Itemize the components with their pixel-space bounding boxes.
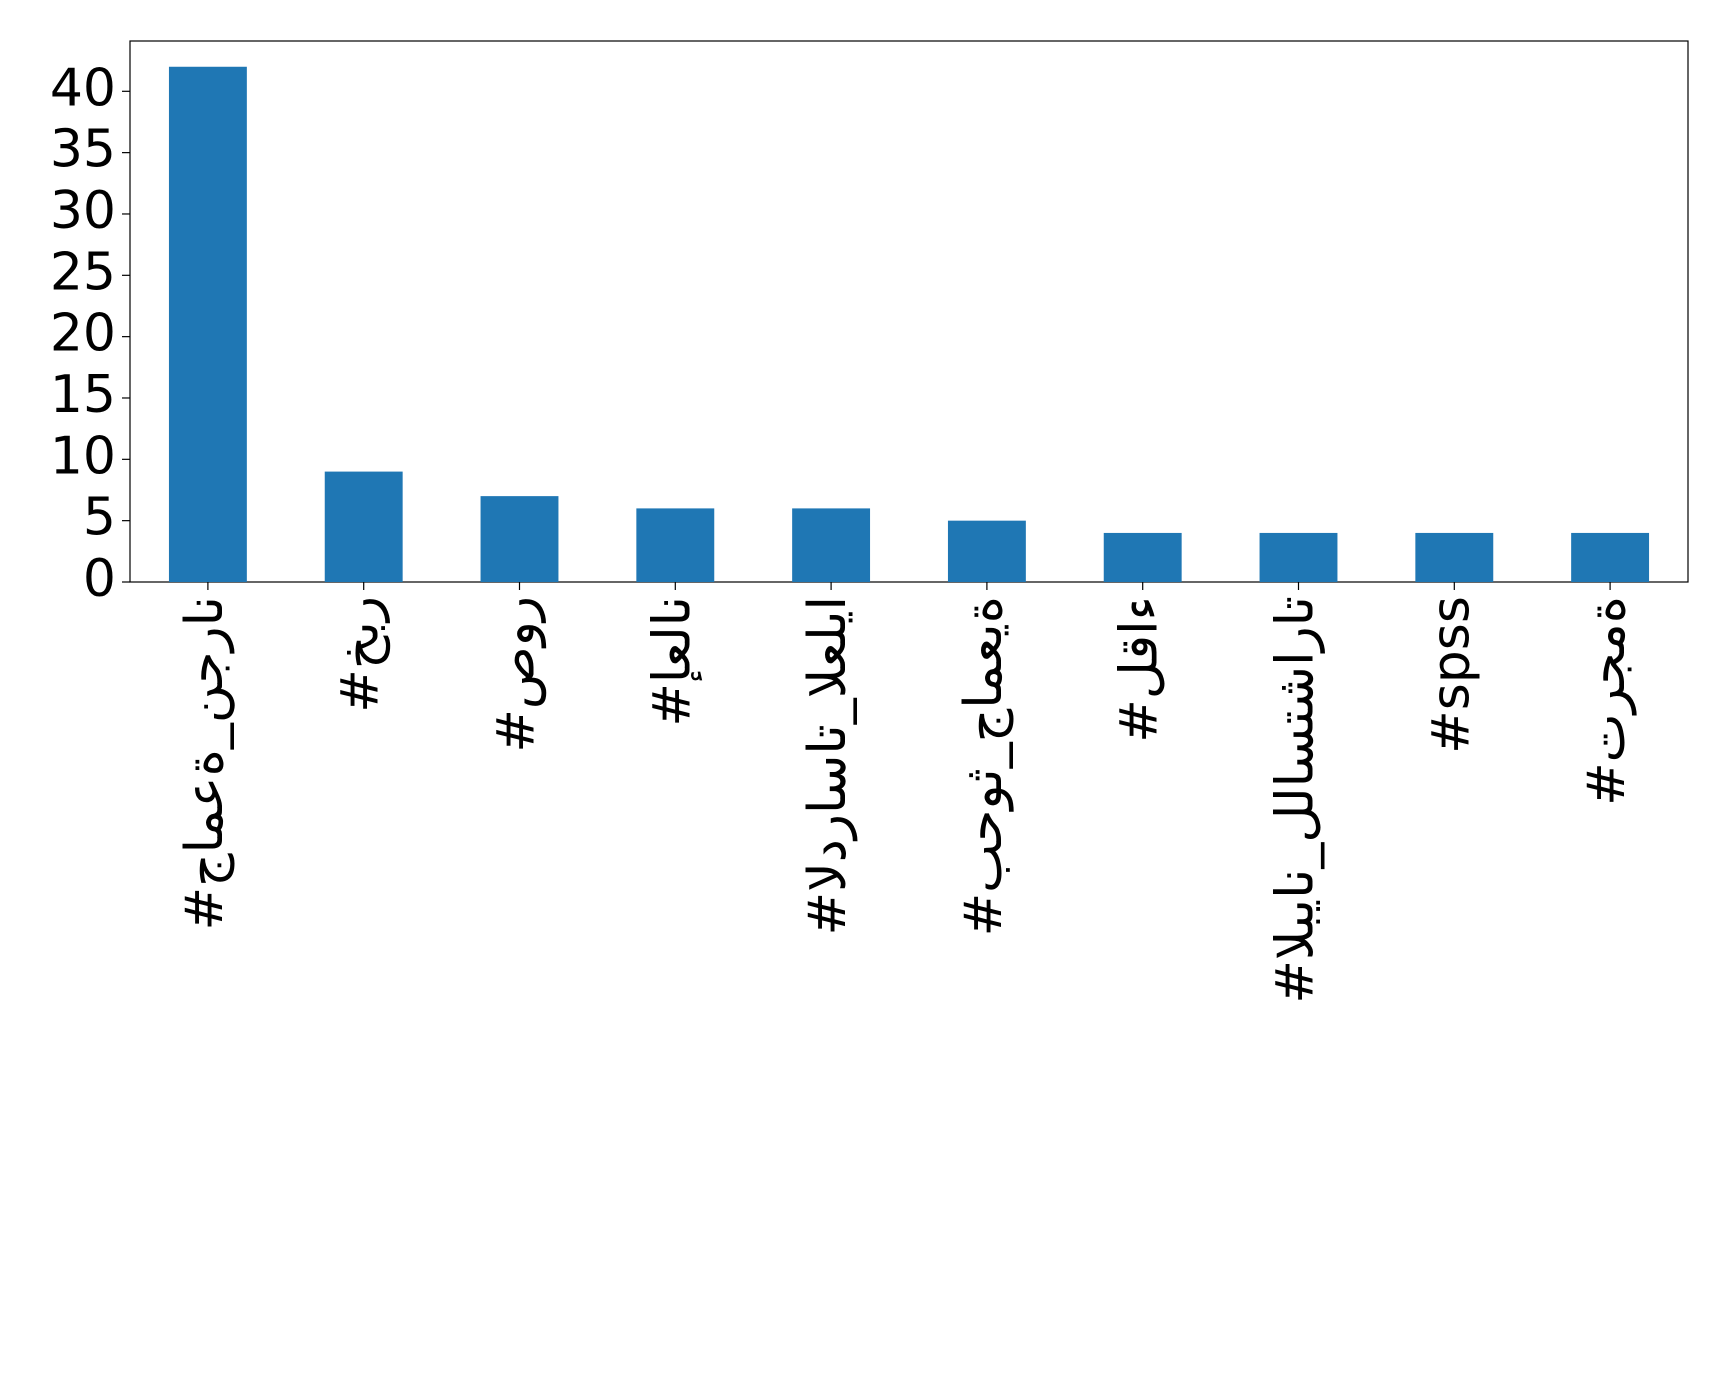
plot-frame <box>129 40 1689 583</box>
y-tick-label: 25 <box>50 242 116 302</box>
x-tick-label: #صور <box>487 596 547 753</box>
x-tick-label: #البيان_للاستشارات <box>1266 596 1326 1004</box>
x-tick-label: #الدراسات_العليا <box>798 596 858 935</box>
x-tick-label: #spss <box>1421 596 1481 754</box>
bar <box>636 508 715 582</box>
bar <box>480 496 559 582</box>
y-tick-label: 0 <box>83 549 116 609</box>
y-tick-label: 40 <box>50 58 116 118</box>
y-tick-label: 5 <box>83 488 116 548</box>
bar <box>947 520 1026 582</box>
bar <box>1571 532 1650 582</box>
y-tick-label: 10 <box>50 426 116 486</box>
y-tick-label: 30 <box>50 181 116 241</box>
bar <box>1259 532 1338 582</box>
x-tick-label: #خبر <box>331 596 391 713</box>
bar <box>324 471 403 582</box>
y-tick-label: 35 <box>50 120 116 180</box>
y-tick-label: 20 <box>50 304 116 364</box>
bar <box>168 66 247 582</box>
x-tick-label: #إعلان <box>642 596 702 727</box>
x-tick-label: #ترجمة <box>1577 596 1637 806</box>
x-tick-label: #بحوث_جامعية <box>954 596 1014 936</box>
bar <box>1103 532 1182 582</box>
x-tick-label: #جامعة_نجران <box>175 596 235 930</box>
bar <box>1415 532 1494 582</box>
bar <box>792 508 871 582</box>
y-tick-label: 15 <box>50 365 116 425</box>
x-tick-label: #لقاء <box>1110 596 1170 743</box>
